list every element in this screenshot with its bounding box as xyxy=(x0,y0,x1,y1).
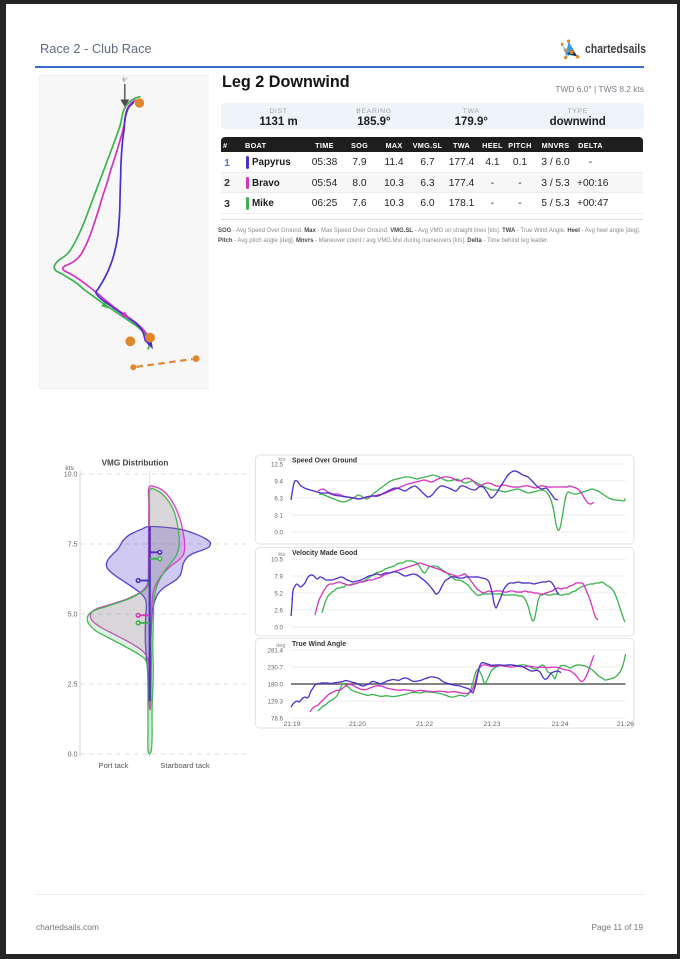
svg-text:kts: kts xyxy=(278,552,285,558)
svg-text:5.2: 5.2 xyxy=(274,590,283,597)
svg-text:0.0: 0.0 xyxy=(274,624,283,631)
svg-text:Starboard tack: Starboard tack xyxy=(160,761,210,770)
svg-text:180.0: 180.0 xyxy=(268,681,284,688)
svg-text:21:26: 21:26 xyxy=(617,721,634,728)
svg-text:10.0: 10.0 xyxy=(64,471,78,479)
svg-text:12.5: 12.5 xyxy=(271,461,284,468)
svg-text:3.1: 3.1 xyxy=(274,512,283,519)
svg-text:True Wind Angle: True Wind Angle xyxy=(292,641,346,648)
svg-text:21:20: 21:20 xyxy=(349,721,366,728)
svg-text:deg: deg xyxy=(276,643,285,649)
svg-text:21:22: 21:22 xyxy=(416,721,433,728)
svg-text:7.5: 7.5 xyxy=(68,541,78,549)
svg-text:kts: kts xyxy=(278,457,285,463)
svg-text:281.4: 281.4 xyxy=(268,647,284,654)
svg-text:21:19: 21:19 xyxy=(283,721,300,728)
svg-text:2.5: 2.5 xyxy=(68,681,78,689)
svg-text:Velocity Made Good: Velocity Made Good xyxy=(292,550,357,557)
svg-text:21:23: 21:23 xyxy=(483,721,500,728)
svg-text:Speed Over Ground: Speed Over Ground xyxy=(292,457,357,464)
svg-text:Port tack: Port tack xyxy=(99,761,129,770)
svg-text:2.6: 2.6 xyxy=(274,607,283,614)
svg-text:230.7: 230.7 xyxy=(268,664,284,671)
svg-text:6°: 6° xyxy=(122,78,127,84)
svg-text:5.0: 5.0 xyxy=(68,611,78,619)
svg-text:7.9: 7.9 xyxy=(274,573,283,580)
svg-text:21:24: 21:24 xyxy=(551,721,568,728)
svg-text:9.4: 9.4 xyxy=(274,478,283,485)
svg-text:6.3: 6.3 xyxy=(274,495,283,502)
svg-text:10.5: 10.5 xyxy=(271,556,284,563)
svg-text:0.0: 0.0 xyxy=(274,529,283,536)
svg-text:VMG Distribution: VMG Distribution xyxy=(102,459,169,468)
svg-text:kts: kts xyxy=(65,465,74,472)
svg-text:129.3: 129.3 xyxy=(268,698,284,705)
svg-text:0.0: 0.0 xyxy=(68,751,78,759)
svg-text:78.6: 78.6 xyxy=(271,715,284,722)
